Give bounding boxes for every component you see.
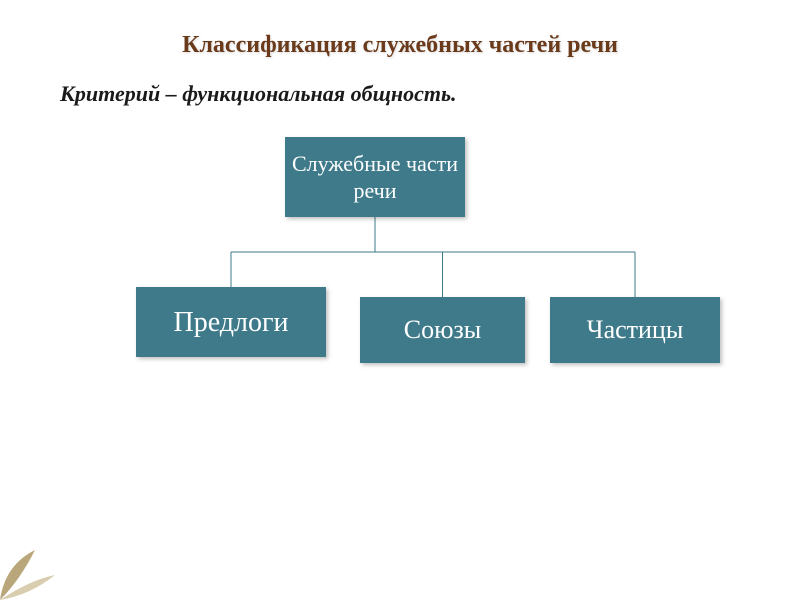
node-root: Служебные части речи — [285, 137, 465, 217]
node-n1: Предлоги — [136, 287, 326, 357]
corner-decoration — [0, 540, 70, 600]
hierarchy-chart: Служебные части речи Предлоги Союзы Частицы — [40, 127, 760, 447]
slide-subtitle: Критерий – функциональная общность. — [60, 81, 760, 107]
slide-title: Классификация служебных частей речи — [40, 30, 760, 61]
node-n2: Союзы — [360, 297, 525, 363]
slide: Классификация служебных частей речи Крит… — [0, 0, 800, 600]
node-n3: Частицы — [550, 297, 720, 363]
